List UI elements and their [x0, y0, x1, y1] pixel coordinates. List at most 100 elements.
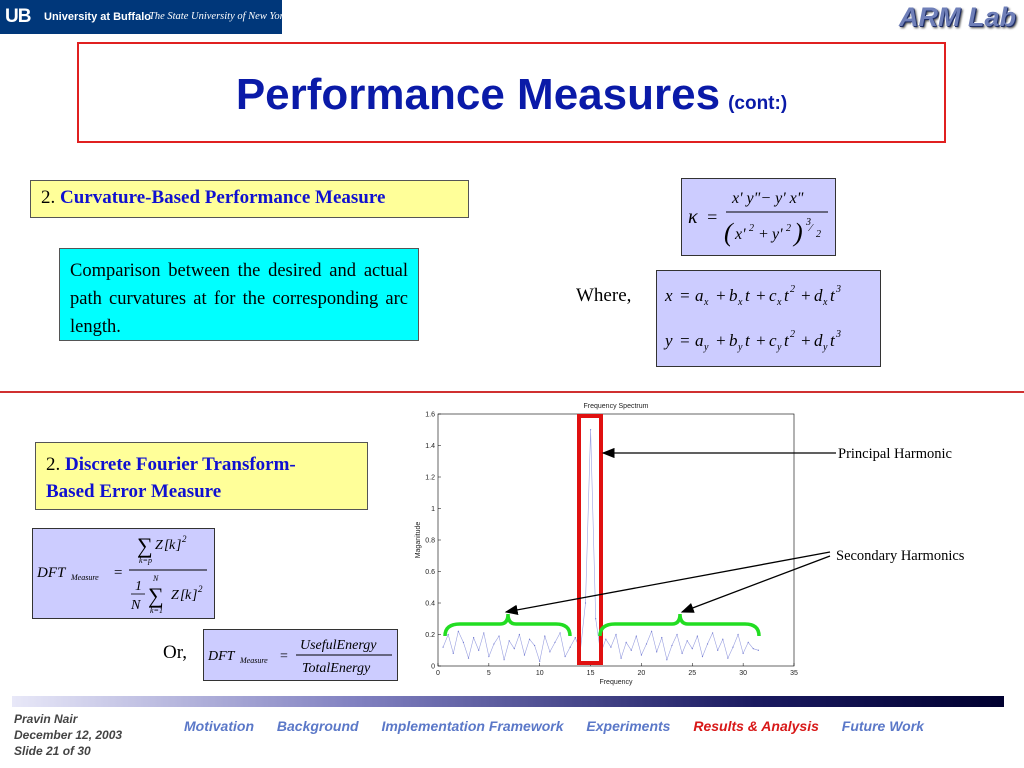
svg-text:=: =: [679, 331, 690, 350]
svg-text:2: 2: [816, 229, 821, 240]
spectrum-point: [574, 637, 576, 639]
spectrum-point: [706, 643, 709, 645]
svg-text:DFT: DFT: [207, 649, 236, 664]
spectrum-point: [737, 633, 739, 636]
spectrum-point: [605, 638, 607, 640]
plot-area: [437, 413, 795, 667]
section-number: 2.: [41, 187, 56, 208]
frequency-spectrum-chart: Frequency Spectrum 0 5 10 15 20 25 30 35 0 0.2 0.…: [415, 403, 798, 686]
svg-text:+: +: [758, 226, 769, 243]
spectrum-point: [503, 659, 505, 661]
arm-lab-logo: ARM Lab: [899, 2, 1016, 32]
presentation-date: December 12, 2003: [14, 728, 123, 742]
where-label: Where,: [576, 285, 632, 306]
footer-bar: [12, 696, 1004, 707]
svg-text:2: 2: [182, 534, 187, 544]
svg-text:b: b: [729, 331, 738, 350]
svg-text:+: +: [755, 331, 766, 350]
svg-text:2: 2: [790, 329, 795, 340]
y-tick-label: 0.2: [425, 632, 435, 639]
svg-text:a: a: [695, 331, 704, 350]
curvature-heading: Curvature-Based Performance Measure: [60, 187, 386, 208]
svg-text:+: +: [715, 286, 726, 305]
y-tick-label: 0.8: [425, 538, 435, 545]
x-tick-label: 15: [587, 670, 595, 677]
spectrum-point: [447, 633, 449, 636]
spectrum-point: [722, 638, 724, 640]
svg-text:(: (: [724, 218, 734, 247]
spectrum-point: [559, 632, 561, 634]
svg-text:c: c: [769, 331, 777, 350]
svg-text:t: t: [830, 331, 836, 350]
spectrum-point: [742, 652, 744, 654]
svg-text:y: y: [737, 342, 743, 353]
chart-title: Frequency Spectrum: [584, 403, 649, 410]
svg-text:2: 2: [749, 223, 754, 234]
slide-title-box: Performance Measures (cont:): [77, 42, 946, 143]
svg-text:+: +: [800, 331, 811, 350]
svg-text:2: 2: [790, 284, 795, 295]
svg-text:k=1: k=1: [150, 606, 163, 615]
spectrum-point: [589, 429, 592, 431]
spectrum-point: [732, 646, 734, 648]
slide-title-suffix: (cont:): [728, 93, 788, 114]
spectrum-point: [727, 657, 729, 659]
spectrum-point: [564, 655, 566, 658]
nav-motivation[interactable]: Motivation: [184, 718, 254, 734]
spectrum-point: [498, 635, 500, 637]
svg-text:2: 2: [786, 223, 791, 234]
spectrum-line: [442, 429, 759, 663]
ub-logo: UB: [5, 6, 31, 27]
spectrum-point: [676, 633, 678, 636]
svg-text:): ): [792, 218, 803, 247]
nav-future-work[interactable]: Future Work: [841, 718, 924, 734]
spectrum-point: [747, 641, 749, 643]
spectrum-point: [712, 632, 714, 634]
x-tick-label: 0: [436, 670, 440, 677]
svg-text:[: [: [164, 538, 170, 553]
nav-implementation-framework[interactable]: Implementation Framework: [381, 718, 564, 734]
svg-text:c: c: [769, 286, 777, 305]
svg-text:x: x: [737, 297, 743, 308]
spectrum-point: [630, 649, 632, 651]
svg-text:x: x: [776, 297, 782, 308]
section-divider: [0, 391, 1024, 393]
or-label: Or,: [163, 642, 188, 663]
spectrum-point: [661, 637, 663, 639]
svg-text:x: x: [664, 286, 673, 305]
svg-text:DFT: DFT: [36, 565, 67, 581]
x-tick-label: 10: [536, 670, 544, 677]
y-tick-label: 1.6: [425, 412, 435, 419]
spectrum-point: [549, 651, 551, 653]
svg-text:3: 3: [805, 217, 811, 228]
y-axis-label: Maganitude: [415, 522, 422, 559]
spectrum-point: [442, 646, 444, 648]
svg-text:x: x: [822, 297, 828, 308]
nav-background[interactable]: Background: [276, 718, 359, 734]
y-tick-label: 1.2: [425, 475, 435, 482]
spectrum-point: [651, 630, 653, 632]
svg-text:∑: ∑: [137, 533, 153, 558]
dft-measure-formula: DFT Measure = ∑ k=p Z [k] 2 1 N N ∑ k=1 …: [32, 528, 215, 619]
secondary-harmonics-label: Secondary Harmonics: [836, 548, 965, 564]
x-tick-label: 35: [790, 670, 798, 677]
nav-experiments[interactable]: Experiments: [586, 718, 671, 734]
y-tick-label: 1: [431, 506, 435, 513]
y-tick-label: 0: [431, 664, 435, 671]
spectrum-point: [467, 657, 470, 659]
svg-text:=: =: [113, 565, 123, 581]
slide-number: Slide 21 of 30: [14, 744, 91, 758]
x-tick-label: 25: [688, 670, 696, 677]
spectrum-point: [701, 655, 704, 658]
nav-results-analysis[interactable]: Results & Analysis: [693, 718, 819, 734]
spectrum-point: [488, 655, 490, 658]
spectrum-point: [752, 648, 754, 650]
spectrum-point: [600, 652, 602, 654]
spectrum-point: [462, 641, 465, 643]
spectrum-point: [478, 649, 480, 651]
spectrum-point: [534, 644, 536, 647]
